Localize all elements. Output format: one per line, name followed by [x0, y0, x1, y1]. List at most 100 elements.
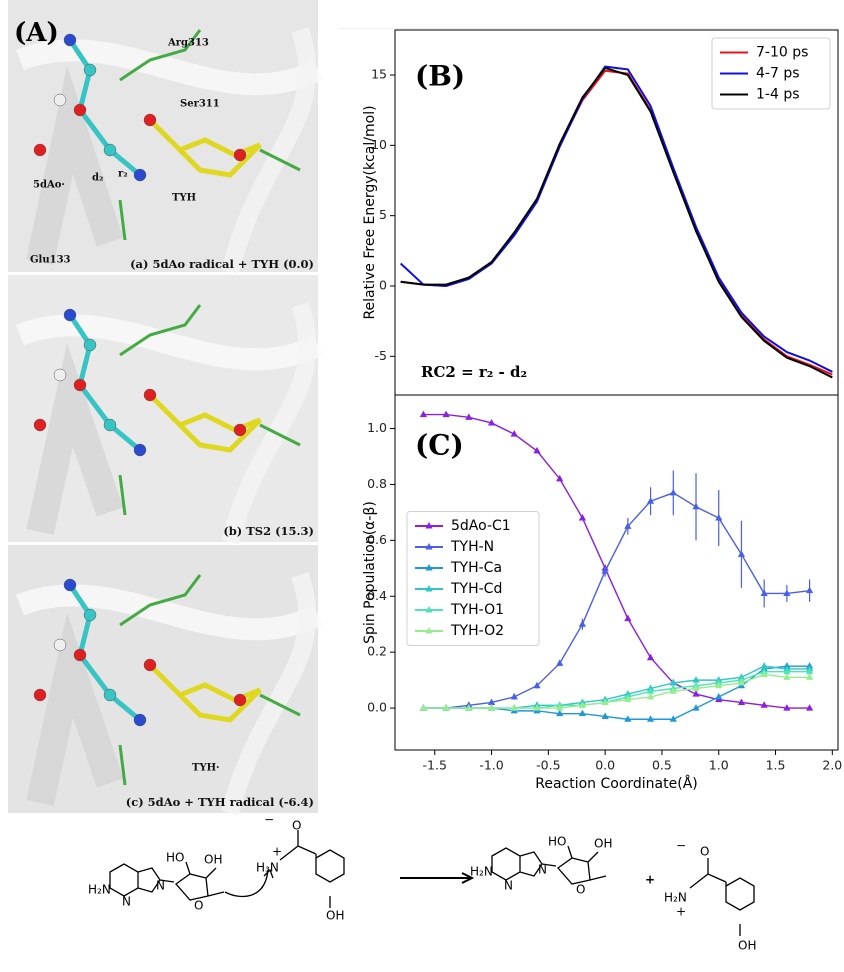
- marker: [760, 589, 768, 596]
- marker: [487, 704, 496, 711]
- marker: [783, 704, 791, 711]
- marker: [578, 701, 587, 708]
- legend-box: [711, 37, 831, 110]
- frame-caption: (c) 5dAo + TYH radical (-6.4): [126, 795, 314, 809]
- atom: [233, 148, 247, 162]
- marker: [692, 502, 700, 510]
- atom: [73, 378, 87, 392]
- marker: [556, 704, 564, 711]
- atom: [53, 368, 67, 382]
- y-tick-label: 15: [371, 67, 387, 82]
- y-tick-label: -5: [375, 348, 387, 363]
- scheme-label: H₂N: [470, 865, 493, 879]
- residue-label: 5dAo·: [33, 180, 65, 191]
- scheme-label: N: [122, 895, 131, 909]
- x-tick-label: -0.5: [536, 758, 560, 773]
- y-tick-label: 0.6: [367, 532, 387, 547]
- series-line: [423, 673, 810, 709]
- distance-label: r₂: [118, 169, 128, 180]
- atom: [63, 33, 77, 47]
- stick: [118, 29, 301, 241]
- marker: [533, 704, 541, 711]
- atom: [143, 113, 157, 127]
- scheme-label: OH: [738, 939, 756, 953]
- x-tick-label: -1.0: [479, 758, 503, 773]
- scheme-bonds: [109, 830, 755, 936]
- series-line: [423, 492, 810, 709]
- panel-label: (A): [14, 18, 59, 48]
- atom: [83, 338, 97, 352]
- scheme-label: O: [576, 883, 585, 897]
- marker: [806, 704, 814, 711]
- marker: [624, 715, 632, 722]
- scheme-label: −: [264, 813, 274, 827]
- legend-marker: [425, 522, 433, 529]
- atom: [63, 308, 77, 322]
- marker: [715, 692, 723, 700]
- marker: [715, 513, 723, 521]
- ribbon: [26, 66, 124, 265]
- y-tick-label: 0.2: [367, 644, 387, 659]
- y-tick-label: 5: [379, 207, 387, 222]
- marker: [783, 589, 791, 596]
- marker: [419, 704, 427, 711]
- legend-marker: [425, 585, 433, 592]
- residue-label: Arg313: [167, 38, 209, 49]
- frame-caption: (a) 5dAo radical + TYH (0.0): [130, 257, 314, 271]
- y-tick-label: 0.4: [367, 588, 387, 603]
- x-tick-label: 0.0: [595, 758, 615, 773]
- marker: [806, 586, 814, 594]
- atom: [133, 443, 147, 457]
- series-line: [400, 69, 833, 376]
- atom: [103, 143, 117, 157]
- marker: [692, 676, 700, 683]
- marker: [760, 662, 768, 669]
- residue-label: TYH: [172, 193, 196, 204]
- scheme-label: HO: [166, 851, 184, 865]
- marker: [646, 687, 655, 694]
- marker: [578, 709, 587, 717]
- residue-label: Ser311: [180, 99, 220, 110]
- atom: [133, 713, 147, 727]
- marker: [783, 673, 791, 680]
- legend-box: [406, 511, 540, 646]
- y-tick-label: 0.8: [367, 476, 387, 491]
- atom: [73, 648, 87, 662]
- atom: [103, 688, 117, 702]
- marker: [578, 513, 587, 521]
- marker: [556, 709, 564, 717]
- marker: [442, 410, 450, 418]
- panel-a: [8, 0, 323, 816]
- ribbon: [26, 343, 124, 535]
- marker: [624, 614, 632, 622]
- legend-marker: [425, 606, 433, 613]
- marker: [465, 413, 473, 420]
- atom: [53, 638, 67, 652]
- marker: [737, 678, 746, 686]
- marker: [601, 567, 609, 574]
- scheme-label: HO: [548, 835, 566, 849]
- y-tick-label: 1.0: [367, 420, 387, 435]
- scheme-label: H₂N: [88, 883, 111, 897]
- atom: [83, 608, 97, 622]
- scheme-label: OH: [204, 853, 222, 867]
- x-tick-label: 0.5: [652, 758, 672, 773]
- marker: [806, 673, 814, 680]
- atom: [83, 63, 97, 77]
- marker: [646, 692, 655, 700]
- scheme-label: O: [700, 845, 709, 859]
- y-axis-label: Spin Population(α-β): [362, 501, 378, 644]
- x-tick-label: 1.0: [709, 758, 729, 773]
- atom: [143, 388, 157, 402]
- series-line: [423, 671, 810, 709]
- legend-label: 1-4 ps: [756, 87, 800, 103]
- scheme-label: −: [676, 839, 686, 853]
- stick: [148, 118, 262, 178]
- x-tick-label: 1.5: [766, 758, 786, 773]
- marker: [737, 550, 746, 557]
- marker: [669, 678, 677, 686]
- atom: [103, 418, 117, 432]
- marker: [783, 667, 791, 675]
- marker: [578, 620, 587, 627]
- figure-frame: [340, 28, 840, 29]
